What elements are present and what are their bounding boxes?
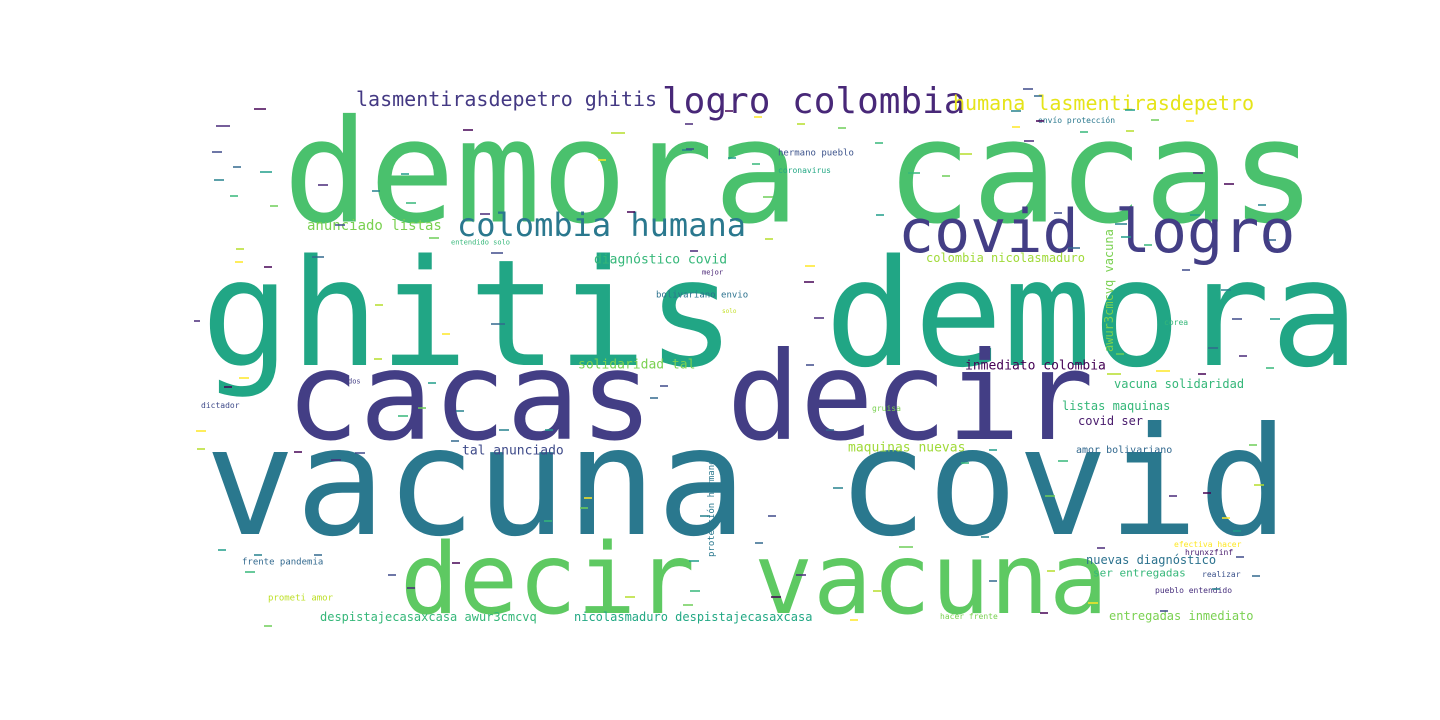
word-hrunxzfinf: hrunxzfinf — [1185, 548, 1234, 557]
word-bolivariano-envio: bolivariano envio — [656, 290, 749, 301]
word-ghitis-demora: ghitis demora — [201, 228, 1360, 400]
word-vacuna-covid: vacuna covid — [205, 396, 1289, 570]
word-amor-bolivariano: amor bolivariano — [1076, 445, 1173, 456]
word-dictador: dictador — [201, 401, 240, 410]
word-tal-anunciado: tal anunciado — [462, 443, 564, 459]
word-colombia-nicolasmaduro: colombia nicolasmaduro — [926, 251, 1085, 265]
word-colombia-humana: colombia humana — [457, 206, 746, 244]
tiny-word-mark — [1252, 575, 1260, 577]
word-dos: dos — [348, 377, 361, 386]
word-anunciado-listas: anunciado listas — [307, 218, 442, 234]
word-efectiva-hacer: efectiva hacer — [1174, 540, 1242, 549]
tiny-word-mark — [270, 205, 278, 207]
word-nuevas-diagnostico: nuevas diagnóstico — [1086, 553, 1217, 567]
tiny-word-mark — [216, 125, 230, 127]
tiny-word-mark — [264, 625, 272, 627]
word-vacuna-solidaridad: vacuna solidaridad — [1114, 377, 1245, 391]
word-listas-maquinas: listas maquinas — [1062, 399, 1171, 413]
word-despistajecasaxcasa-awur3cmcvq: despistajecasaxcasa awur3cmcvq — [320, 610, 537, 624]
word-diagnostico-covid: diagnóstico covid — [594, 252, 728, 268]
tiny-word-mark — [233, 166, 241, 168]
word-logro-colombia: logro colombia — [662, 81, 966, 122]
word-pueblo-entendido: pueblo entendido — [1155, 586, 1233, 595]
tiny-word-mark — [212, 151, 222, 153]
word-ser-entregadas: ser entregadas — [1093, 566, 1186, 580]
word-hacer-frente: hacer frente — [940, 612, 998, 621]
word-awur3cmcvq-vacuna: awur3cmcvq vacuna — [1102, 229, 1116, 352]
word-nicolasmaduro-despistajecasaxcasa: nicolasmaduro despistajecasaxcasa — [574, 610, 813, 624]
word-gruisa: gruisa — [872, 404, 901, 413]
word-covid-ser: covid ser — [1078, 414, 1144, 428]
word-coronavirus: coronavirus — [778, 166, 831, 175]
tiny-word-mark — [260, 171, 272, 173]
word-covid-logro: covid logro — [898, 197, 1296, 267]
word-inmediato-colombia: inmediato colombia — [965, 358, 1106, 374]
word-solidaridad-tal: solidaridad tal — [578, 357, 696, 373]
word-solo: solo — [722, 308, 737, 315]
word-proteccion-hermano: protección hermano — [707, 459, 717, 557]
tiny-word-mark — [194, 320, 200, 322]
word-lasmentirasdepetro-ghitis: lasmentirasdepetro ghitis — [356, 87, 658, 111]
tiny-word-mark — [388, 574, 396, 576]
word-prometi-amor: prometi amor — [268, 593, 334, 604]
word-entregadas-inmediato: entregadas inmediato — [1109, 609, 1254, 623]
word-humana-lasmentirasdepetro: humana lasmentirasdepetro — [953, 91, 1255, 115]
word-realizar: realizar — [1202, 570, 1241, 579]
word-mejor: mejor — [702, 268, 724, 277]
tiny-word-mark — [245, 571, 255, 573]
word-maquinas-nuevas: maquinas nuevas — [848, 440, 966, 456]
word-cacas-decir: cacas decir — [286, 326, 1094, 468]
word-hermano-pueblo: hermano pueblo — [778, 148, 854, 159]
tiny-word-mark — [214, 179, 224, 181]
tiny-word-mark — [254, 108, 266, 110]
tiny-word-mark — [230, 195, 238, 197]
word-frente-pandemia: frente pandemia — [242, 557, 324, 568]
word-entendido-solo: entendido solo — [451, 238, 511, 247]
word-envio-proteccion: envío protección — [1038, 116, 1116, 125]
tiny-word-mark — [197, 448, 205, 450]
word-corea: corea — [1164, 318, 1189, 327]
